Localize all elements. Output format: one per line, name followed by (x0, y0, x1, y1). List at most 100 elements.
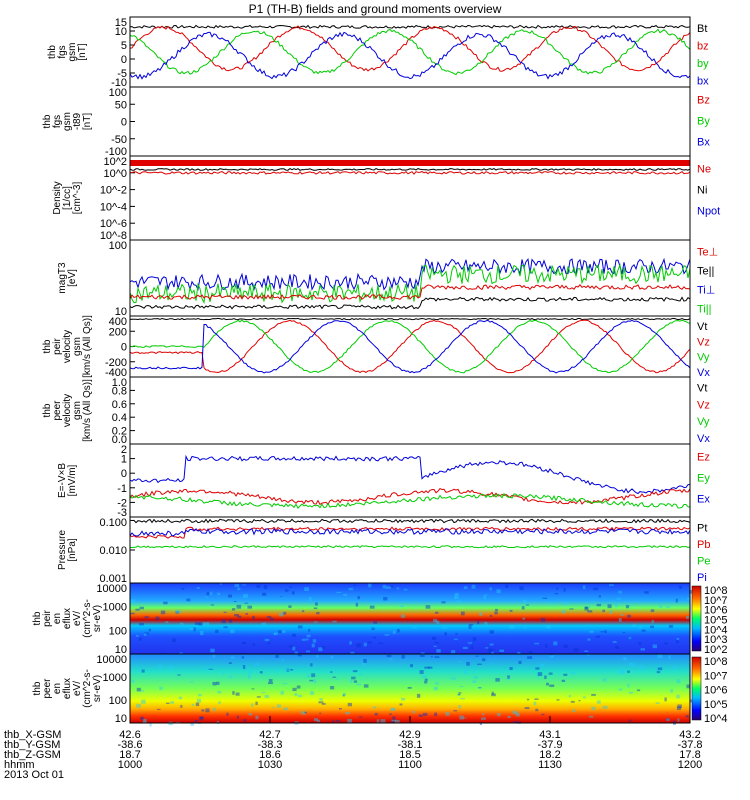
spectrogram-speckle (556, 699, 560, 701)
spectrogram-speckle (221, 619, 226, 624)
spectrogram-speckle (390, 708, 396, 712)
spectrogram-speckle (425, 605, 431, 609)
spectrogram-speckle (419, 670, 424, 674)
spectrogram-speckle (478, 687, 482, 689)
colorbar-label: 10^8 (704, 585, 728, 597)
spectrogram-speckle (453, 710, 458, 712)
spectrogram-speckle (217, 592, 221, 596)
spectrogram-speckle (677, 704, 682, 708)
legend-Npot: Npot (697, 205, 720, 217)
spectrogram-speckle (179, 622, 184, 625)
spectrogram-speckle (657, 654, 663, 659)
spectrogram-speckle (664, 697, 667, 702)
y-axis-label-line: [km/s (All Qs)] (82, 315, 93, 378)
y-tick-label: 0 (121, 468, 127, 480)
spectrogram-speckle (378, 642, 384, 645)
y-axis-label-line: thb (32, 681, 43, 695)
spectrogram-speckle (304, 711, 307, 714)
spectrogram-speckle (652, 644, 658, 649)
spectrogram-speckle (335, 678, 339, 680)
spectrogram-speckle (572, 709, 576, 713)
spectrogram-speckle (389, 658, 393, 661)
footer-value: 42.7 (259, 729, 280, 741)
spectrogram-speckle (584, 607, 589, 611)
spectrogram-speckle (261, 622, 267, 625)
y-axis-label-line: (cm^2-s- (82, 599, 93, 638)
spectrogram-speckle (602, 705, 608, 709)
y-tick-label: 100 (109, 87, 127, 99)
spectrogram-speckle (636, 689, 641, 692)
y-tick-label: -50 (111, 134, 127, 146)
spectrogram-speckle (459, 715, 464, 720)
y-axis-label-line: magT3 (57, 262, 68, 294)
spectrogram-speckle (651, 619, 654, 624)
spectrogram-speckle (282, 682, 288, 685)
spectrogram-speckle (445, 712, 450, 716)
spectrogram-speckle (588, 605, 591, 608)
spectrogram-speckle (212, 707, 216, 712)
spectrogram-speckle (534, 642, 540, 645)
y-axis-label-line: eV/ (72, 681, 83, 696)
spectrogram-speckle (390, 707, 395, 711)
spectrogram-speckle (481, 717, 486, 720)
legend-Vx: Vx (697, 433, 710, 445)
y-axis-label-line: peer (52, 400, 63, 421)
spectrogram-speckle (644, 591, 649, 594)
spectrogram-speckle (509, 667, 513, 671)
spectrogram-speckle (587, 610, 593, 613)
spectrogram-speckle (403, 588, 408, 591)
spectrogram-speckle (526, 698, 530, 701)
spectrogram-speckle (367, 641, 372, 644)
spectrogram-speckle (396, 587, 400, 590)
colorbar (691, 585, 702, 652)
spectrogram-speckle (228, 676, 233, 679)
spectrogram-speckle (521, 606, 525, 610)
colorbar-label: 10^7 (704, 670, 728, 682)
spectrogram-speckle (369, 605, 375, 609)
y-axis-label-line: [nPa] (67, 538, 78, 562)
spectrogram-speckle (198, 693, 202, 697)
y-axis-label-line: -t89 (72, 112, 83, 130)
spectrogram-speckle (247, 674, 251, 679)
spectrogram-speckle (391, 721, 395, 723)
y-tick-label: 0 (121, 117, 127, 129)
spectrogram-speckle (421, 675, 427, 678)
footer-value: 17.8 (679, 749, 700, 761)
te-perp-line (129, 284, 691, 300)
spectrogram-speckle (196, 698, 201, 703)
spectrogram-speckle (212, 681, 217, 686)
spectrogram-speckle (252, 615, 255, 620)
y-axis-label-line: E=-V×B (57, 463, 68, 498)
spectrogram-speckle (650, 609, 655, 613)
pb-line (129, 526, 691, 539)
spectrogram-speckle (489, 630, 494, 634)
spectrogram-speckle (278, 630, 282, 633)
spectrogram-speckle (139, 622, 144, 626)
spectrogram-speckle (130, 599, 136, 603)
spectrogram-speckle (627, 683, 630, 688)
spectrogram-speckle (495, 608, 499, 612)
colorbar (691, 656, 702, 721)
spectrogram-speckle (554, 593, 559, 595)
spectrogram-speckle (544, 675, 547, 679)
spectrogram-speckle (342, 668, 346, 670)
spectrogram-speckle (593, 587, 599, 591)
spectrogram-speckle (472, 680, 477, 683)
spectrogram-speckle (335, 720, 341, 722)
vx-line (129, 319, 691, 374)
legend-by: by (697, 58, 709, 70)
spectrogram-speckle (687, 597, 690, 601)
footer-row-label: thb_Y-GSM (4, 739, 60, 751)
spectrogram-speckle (286, 668, 289, 672)
spectrogram-speckle (457, 694, 461, 696)
y-tick-label: 10^0 (103, 168, 127, 180)
y-tick-label: 1000 (103, 602, 127, 614)
y-axis-label-line: velocity (62, 330, 73, 363)
spectrogram-speckle (427, 666, 433, 669)
y-axis-label-line: peir (42, 609, 53, 626)
spectrogram-speckle (362, 662, 366, 667)
y-tick-label: 10 (115, 713, 127, 725)
spectrogram-speckle (318, 701, 324, 704)
legend-Ex: Ex (697, 493, 710, 505)
y-axis-label: E=-V×B [mV/m] (57, 463, 78, 498)
